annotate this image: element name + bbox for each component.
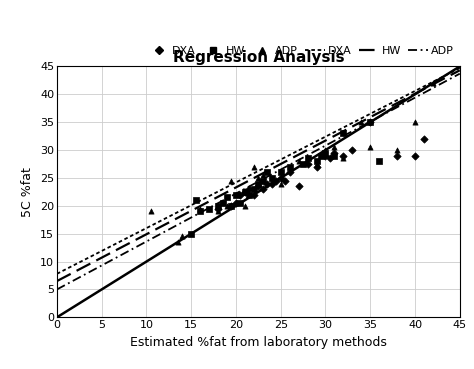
Point	[313, 158, 320, 164]
Point	[268, 175, 275, 181]
Point	[348, 147, 356, 153]
Point	[268, 180, 275, 186]
Point	[331, 150, 338, 156]
Point	[264, 180, 271, 186]
Title: Regression Analysis: Regression Analysis	[173, 50, 344, 65]
Point	[192, 197, 200, 203]
Point	[246, 186, 253, 192]
Point	[331, 144, 338, 150]
Point	[339, 155, 347, 161]
Point	[295, 158, 302, 164]
Point	[286, 169, 293, 175]
Point	[366, 144, 374, 150]
Legend: DXA, HW, ADP, DXA, HW, ADP: DXA, HW, ADP, DXA, HW, ADP	[149, 46, 454, 56]
Point	[277, 180, 284, 186]
Point	[246, 192, 253, 198]
Point	[393, 153, 401, 159]
Point	[214, 203, 222, 209]
Point	[174, 239, 182, 245]
Point	[304, 161, 311, 167]
Point	[259, 178, 266, 184]
Y-axis label: 5C %fat: 5C %fat	[21, 167, 35, 217]
Point	[429, 80, 437, 86]
Point	[366, 119, 374, 125]
Point	[223, 203, 231, 209]
Point	[232, 200, 240, 206]
Point	[264, 169, 271, 175]
Point	[250, 192, 258, 198]
Point	[268, 175, 275, 181]
Point	[331, 153, 338, 159]
Point	[228, 203, 235, 209]
Point	[393, 147, 401, 153]
Point	[299, 161, 307, 167]
Point	[411, 153, 419, 159]
Point	[322, 150, 329, 156]
Point	[326, 155, 334, 161]
Point	[295, 183, 302, 189]
Point	[196, 206, 204, 211]
Point	[259, 172, 266, 178]
Point	[277, 175, 284, 181]
Point	[339, 153, 347, 159]
Point	[313, 164, 320, 170]
Point	[241, 189, 249, 195]
Point	[214, 206, 222, 211]
Point	[232, 192, 240, 198]
Point	[255, 175, 262, 181]
Point	[375, 158, 383, 164]
Point	[196, 208, 204, 214]
Point	[237, 200, 244, 206]
Point	[317, 153, 325, 159]
Point	[228, 203, 235, 209]
X-axis label: Estimated %fat from laboratory methods: Estimated %fat from laboratory methods	[130, 336, 387, 349]
Point	[286, 164, 293, 170]
Point	[420, 136, 428, 142]
Point	[241, 203, 249, 209]
Point	[357, 119, 365, 125]
Point	[250, 186, 258, 192]
Point	[255, 183, 262, 189]
Point	[304, 155, 311, 161]
Point	[250, 164, 258, 170]
Point	[214, 208, 222, 214]
Point	[322, 153, 329, 159]
Point	[366, 119, 374, 125]
Point	[241, 189, 249, 195]
Point	[259, 186, 266, 192]
Point	[411, 119, 419, 125]
Point	[282, 178, 289, 184]
Point	[223, 194, 231, 200]
Point	[277, 169, 284, 175]
Point	[255, 180, 262, 186]
Point	[339, 130, 347, 136]
Point	[147, 208, 155, 214]
Point	[205, 206, 213, 211]
Point	[219, 200, 226, 206]
Point	[273, 178, 280, 184]
Point	[313, 161, 320, 167]
Point	[232, 200, 240, 206]
Point	[178, 234, 186, 239]
Point	[322, 147, 329, 153]
Point	[228, 178, 235, 184]
Point	[187, 231, 195, 237]
Point	[237, 192, 244, 198]
